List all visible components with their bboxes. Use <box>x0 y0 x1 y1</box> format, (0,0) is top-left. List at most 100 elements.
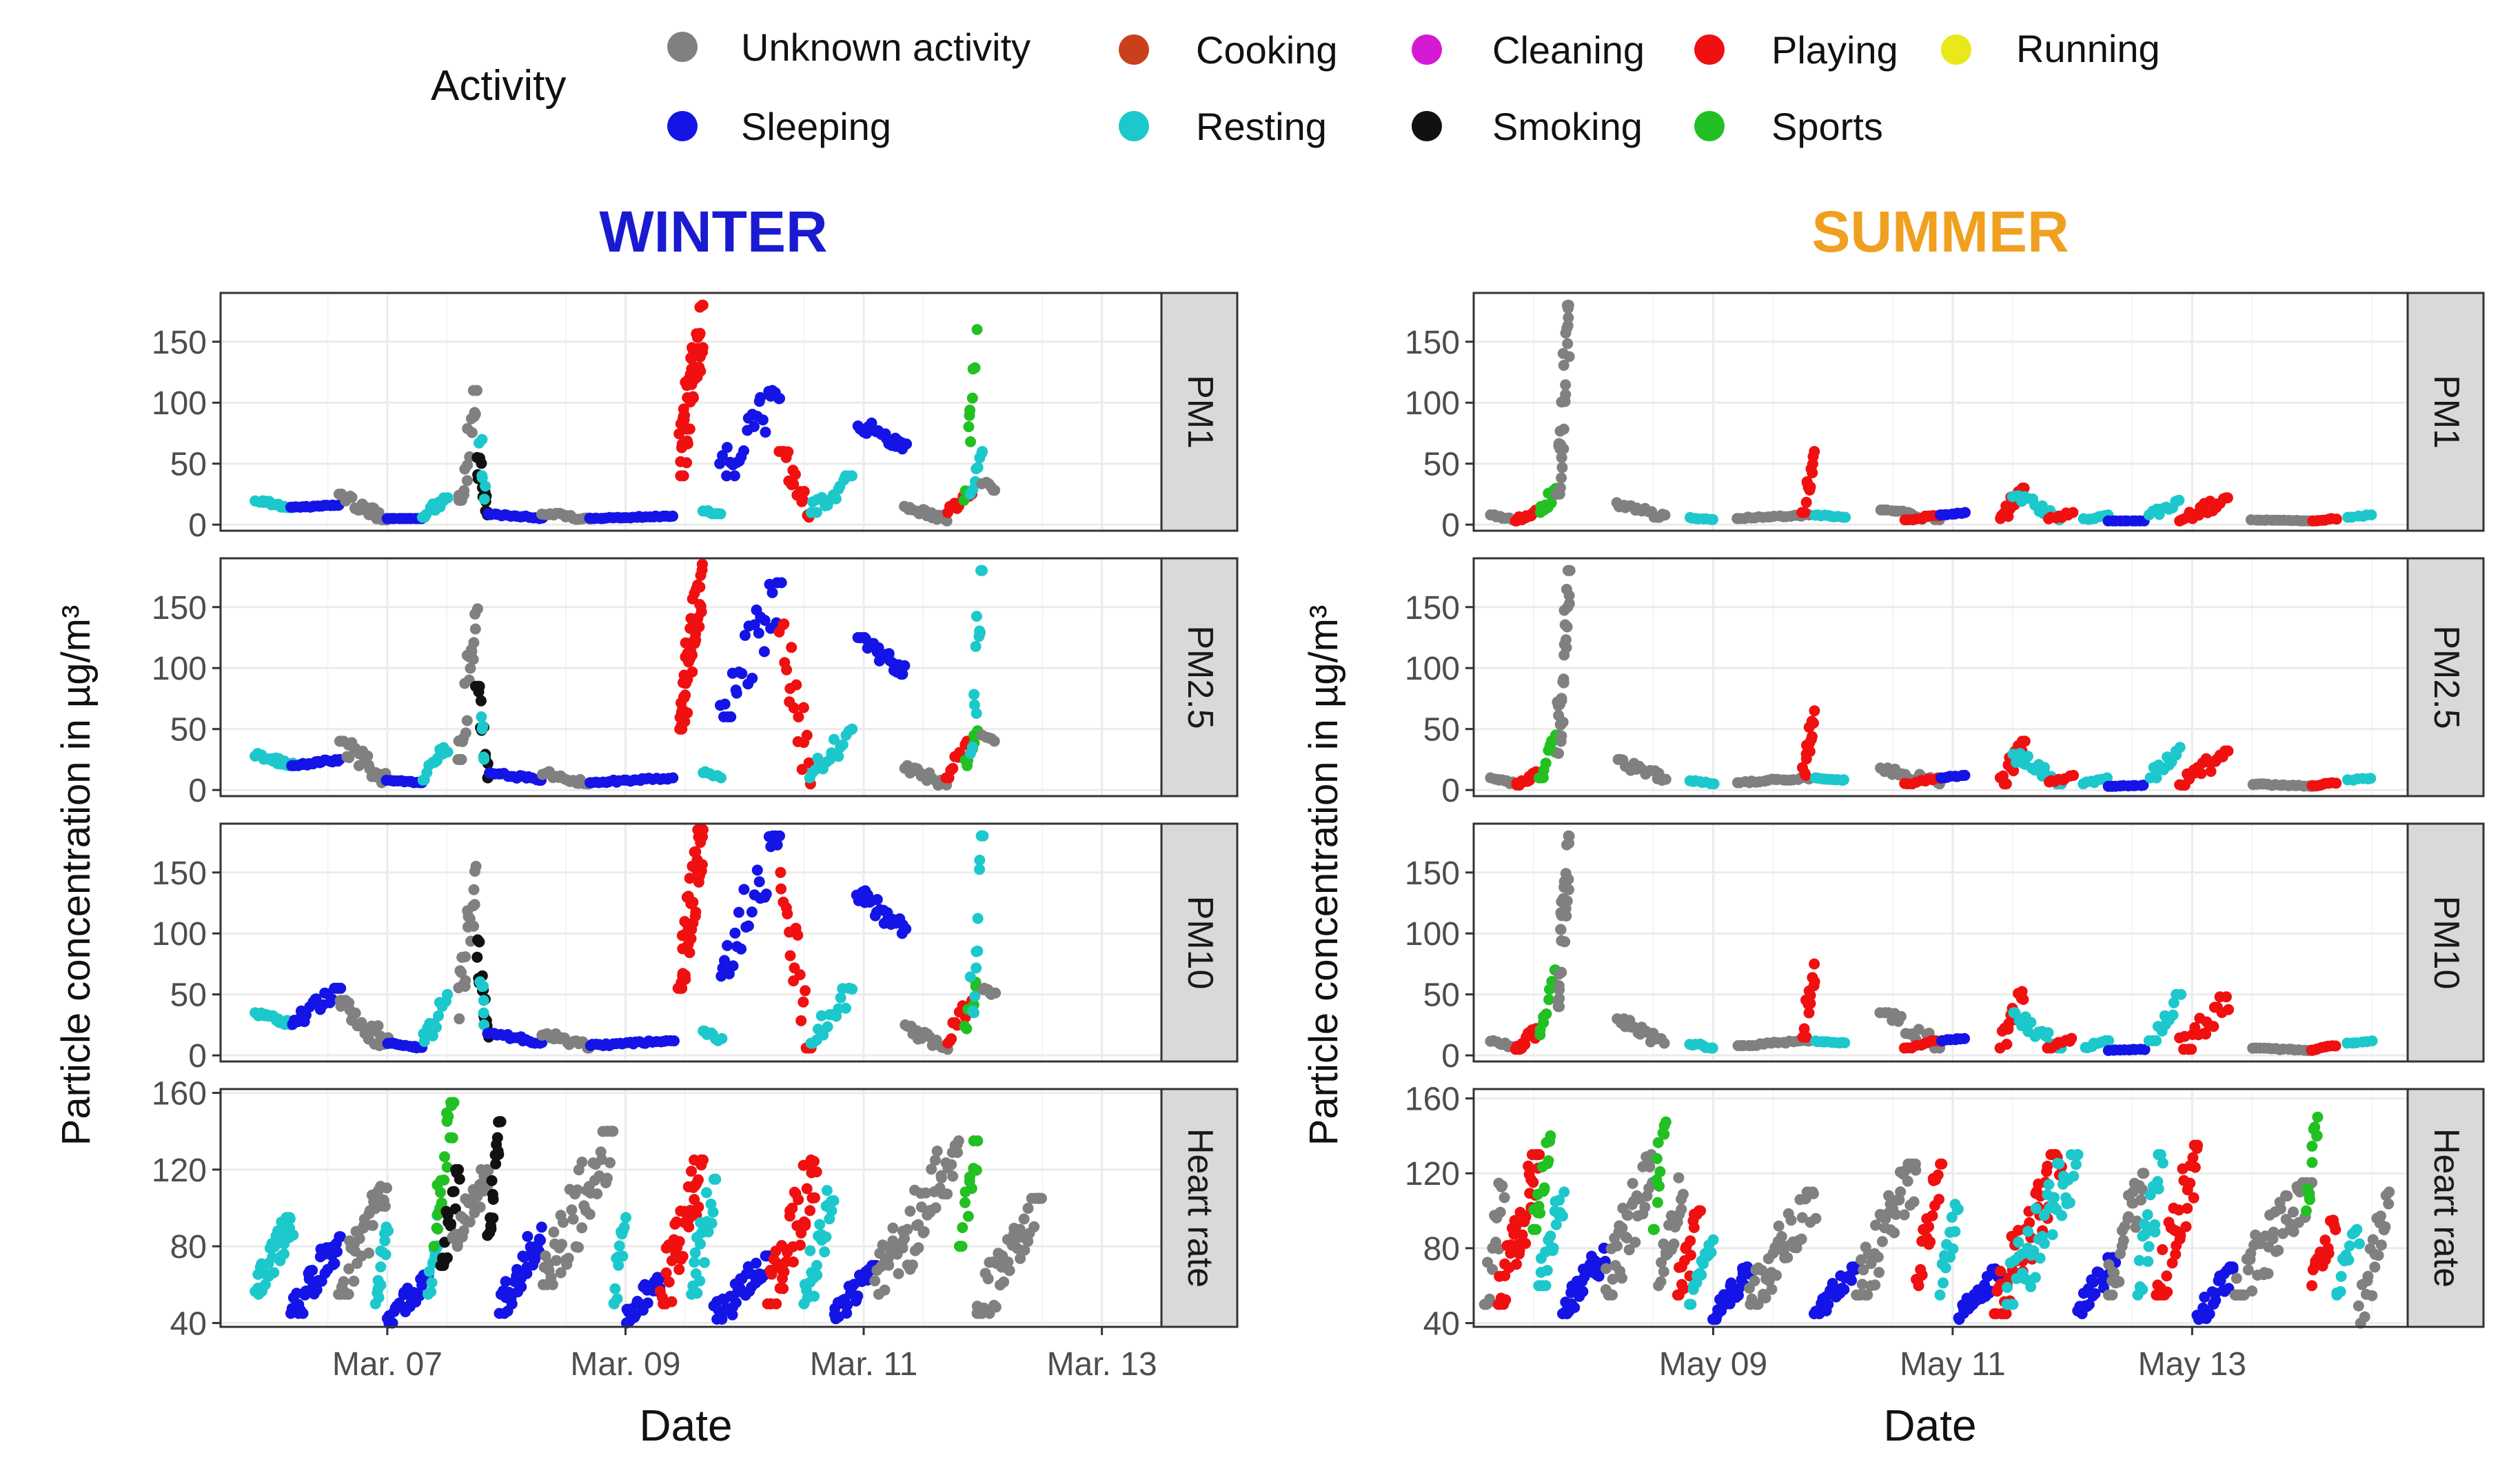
legend-label-running: Running <box>2016 27 2160 70</box>
data-point-resting <box>804 1245 816 1257</box>
data-point-unknown-activity <box>2288 1206 2299 1218</box>
data-point-resting <box>2070 1159 2082 1170</box>
data-point-sports <box>2312 1111 2324 1123</box>
y-tick-label: 150 <box>152 590 207 627</box>
data-point-unknown-activity <box>555 1267 567 1279</box>
data-point-resting <box>969 990 981 1002</box>
data-point-unknown-activity <box>874 1248 886 1259</box>
data-point-playing <box>2191 1143 2203 1155</box>
data-point-resting <box>701 1187 712 1199</box>
data-point-unknown-activity <box>459 981 471 992</box>
data-point-sleeping <box>642 1297 653 1309</box>
data-point-playing <box>1511 1259 1522 1270</box>
data-point-unknown-activity <box>1015 1252 1026 1264</box>
points <box>250 558 1000 791</box>
facet-strip <box>2406 1088 2485 1328</box>
facet-strip <box>1160 1088 1239 1328</box>
data-point-resting <box>974 855 986 866</box>
data-point-resting <box>2153 1183 2164 1195</box>
facet-strip-label: PM10 <box>1180 896 1220 990</box>
data-point-sports <box>1651 1153 1663 1164</box>
data-point-sleeping <box>535 1234 546 1246</box>
data-point-unknown-activity <box>1554 1001 1565 1013</box>
points <box>250 299 1001 527</box>
data-point-sports <box>963 421 975 433</box>
data-point-resting <box>1696 1269 1707 1281</box>
data-point-resting <box>2157 1157 2168 1169</box>
data-point-resting <box>1707 1234 1719 1246</box>
data-point-playing <box>800 985 811 997</box>
data-point-unknown-activity <box>1563 299 1574 311</box>
data-point-playing <box>1913 1280 1924 1292</box>
data-point-resting <box>2002 1281 2013 1293</box>
data-point-playing <box>2182 1203 2193 1214</box>
data-point-resting <box>476 470 488 482</box>
data-point-unknown-activity <box>990 1301 1002 1313</box>
data-point-resting <box>2155 1149 2166 1161</box>
data-point-playing <box>2166 1257 2178 1269</box>
data-point-sleeping <box>753 627 764 639</box>
data-point-resting <box>2102 772 2113 784</box>
data-point-resting <box>689 1257 700 1268</box>
data-point-playing <box>809 1192 820 1203</box>
data-point-playing <box>1695 1205 1707 1217</box>
data-point-unknown-activity <box>1607 1273 1618 1285</box>
data-point-playing <box>682 438 693 449</box>
data-point-playing <box>2018 994 2029 1005</box>
data-point-resting <box>817 1029 829 1041</box>
data-point-playing <box>687 649 698 661</box>
data-point-sleeping <box>2199 1291 2211 1303</box>
data-point-sports <box>1530 1223 1542 1235</box>
data-point-sleeping <box>2083 1299 2095 1310</box>
data-point-playing <box>804 1205 816 1217</box>
data-point-resting <box>1840 511 1851 523</box>
data-point-resting <box>609 1283 621 1294</box>
data-point-unknown-activity <box>381 1182 392 1194</box>
data-point-smoking <box>441 1252 453 1263</box>
data-point-unknown-activity <box>930 1202 942 1214</box>
data-point-unknown-activity <box>1862 1289 1873 1301</box>
data-point-sleeping <box>897 669 908 680</box>
data-point-unknown-activity <box>918 1226 930 1237</box>
data-point-sleeping <box>746 673 758 684</box>
data-point-unknown-activity <box>990 987 1002 999</box>
data-point-playing <box>788 478 800 490</box>
winter-title: WINTER <box>599 199 827 264</box>
data-point-sleeping <box>901 438 913 450</box>
points <box>250 824 1002 1055</box>
data-point-resting <box>1839 1037 1851 1048</box>
data-point-playing <box>800 1219 811 1231</box>
data-point-resting <box>1940 1262 1951 1274</box>
data-point-unknown-activity <box>469 899 480 911</box>
legend-label-sports: Sports <box>1771 105 1883 148</box>
data-point-resting <box>707 1206 719 1218</box>
y-tick-label: 0 <box>1441 507 1460 544</box>
y-tick-label: 150 <box>1405 325 1460 361</box>
data-point-smoking <box>494 1116 505 1128</box>
winter-facet-pm2-5: 0 50 100 150 PM2.5 <box>152 557 1239 809</box>
data-point-playing <box>1924 1236 1936 1248</box>
data-point-unknown-activity <box>343 1263 355 1274</box>
data-point-unknown-activity <box>1554 482 1566 494</box>
data-point-unknown-activity <box>1776 1231 1787 1242</box>
winter-facet-pm1: 0 50 100 150 PM1 <box>152 292 1239 544</box>
data-point-unknown-activity <box>1893 1194 1905 1206</box>
data-point-unknown-activity <box>2113 1276 2125 1288</box>
data-point-unknown-activity <box>1766 1283 1778 1295</box>
data-point-sports <box>966 1183 977 1195</box>
data-point-resting <box>815 1010 827 1021</box>
data-point-resting <box>1705 1247 1717 1258</box>
data-point-unknown-activity <box>2384 1186 2395 1198</box>
data-point-unknown-activity <box>902 1223 913 1235</box>
data-point-resting <box>1707 1042 1718 1054</box>
x-tick-label: May 11 <box>1900 1346 2006 1383</box>
data-point-unknown-activity <box>1756 1265 1768 1276</box>
data-point-resting <box>971 611 982 622</box>
data-point-playing <box>1688 1222 1700 1233</box>
data-point-unknown-activity <box>2106 1289 2118 1301</box>
data-point-resting <box>287 1229 299 1241</box>
data-point-unknown-activity <box>354 1232 365 1244</box>
data-point-playing <box>698 1154 709 1166</box>
data-point-sleeping <box>516 1281 527 1292</box>
